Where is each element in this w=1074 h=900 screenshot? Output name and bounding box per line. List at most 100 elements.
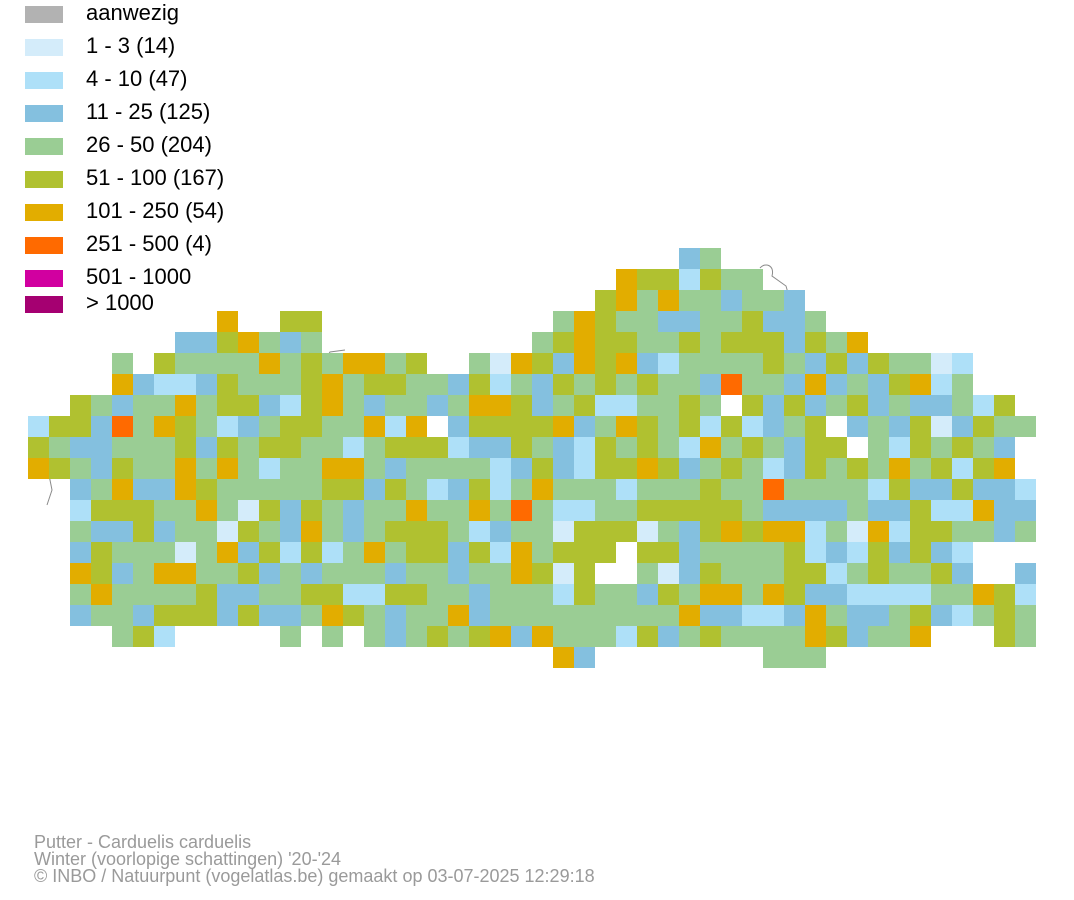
grid-cell bbox=[679, 395, 700, 416]
grid-cell bbox=[826, 395, 847, 416]
grid-cell bbox=[259, 500, 280, 521]
grid-cell bbox=[553, 521, 574, 542]
grid-cell bbox=[238, 332, 259, 353]
grid-cell bbox=[175, 395, 196, 416]
grid-cell bbox=[427, 500, 448, 521]
grid-cell bbox=[952, 605, 973, 626]
grid-cell bbox=[721, 563, 742, 584]
grid-cell bbox=[721, 416, 742, 437]
legend-label: 4 - 10 (47) bbox=[86, 66, 188, 91]
grid-cell bbox=[385, 353, 406, 374]
grid-cell bbox=[364, 542, 385, 563]
grid-cell bbox=[133, 626, 154, 647]
grid-cell bbox=[595, 290, 616, 311]
grid-cell bbox=[70, 521, 91, 542]
grid-cell bbox=[721, 311, 742, 332]
grid-cell bbox=[868, 437, 889, 458]
grid-cell bbox=[616, 500, 637, 521]
grid-cell bbox=[301, 563, 322, 584]
grid-cell bbox=[763, 605, 784, 626]
grid-cell bbox=[973, 479, 994, 500]
grid-cell bbox=[826, 542, 847, 563]
grid-cell bbox=[259, 563, 280, 584]
grid-cell bbox=[154, 479, 175, 500]
grid-cell bbox=[952, 458, 973, 479]
grid-cell bbox=[217, 542, 238, 563]
grid-cell bbox=[196, 605, 217, 626]
grid-cell bbox=[910, 626, 931, 647]
grid-cell bbox=[742, 521, 763, 542]
grid-cell bbox=[595, 332, 616, 353]
grid-cell bbox=[553, 563, 574, 584]
grid-cell bbox=[70, 395, 91, 416]
grid-cell bbox=[931, 374, 952, 395]
grid-cell bbox=[553, 353, 574, 374]
grid-cell bbox=[469, 374, 490, 395]
grid-cell bbox=[91, 458, 112, 479]
grid-cell bbox=[112, 374, 133, 395]
grid-cell bbox=[469, 395, 490, 416]
grid-cell bbox=[721, 605, 742, 626]
grid-cell bbox=[364, 521, 385, 542]
grid-cell bbox=[112, 395, 133, 416]
grid-cell bbox=[763, 626, 784, 647]
grid-cell bbox=[763, 332, 784, 353]
grid-cell bbox=[406, 479, 427, 500]
grid-cell bbox=[931, 521, 952, 542]
grid-cell bbox=[406, 542, 427, 563]
grid-cell bbox=[532, 437, 553, 458]
grid-cell bbox=[154, 437, 175, 458]
grid-cell bbox=[91, 479, 112, 500]
legend-item: 1 - 3 (14) bbox=[25, 33, 285, 66]
grid-cell bbox=[658, 290, 679, 311]
grid-cell bbox=[406, 458, 427, 479]
grid-cell bbox=[553, 374, 574, 395]
legend-item: 4 - 10 (47) bbox=[25, 66, 285, 99]
grid-cell bbox=[616, 269, 637, 290]
grid-cell bbox=[742, 374, 763, 395]
grid-cell bbox=[427, 626, 448, 647]
grid-cell bbox=[217, 458, 238, 479]
grid-cell bbox=[637, 416, 658, 437]
grid-cell bbox=[931, 584, 952, 605]
grid-cell bbox=[616, 290, 637, 311]
grid-cell bbox=[175, 458, 196, 479]
grid-cell bbox=[868, 353, 889, 374]
legend-label: 101 - 250 (54) bbox=[86, 198, 225, 223]
grid-cell bbox=[322, 500, 343, 521]
grid-cell bbox=[763, 542, 784, 563]
grid-cell bbox=[196, 332, 217, 353]
grid-cell bbox=[784, 311, 805, 332]
grid-cell bbox=[574, 563, 595, 584]
grid-cell bbox=[217, 584, 238, 605]
grid-cell bbox=[658, 269, 679, 290]
grid-cell bbox=[763, 521, 784, 542]
grid-cell bbox=[658, 500, 679, 521]
grid-cell bbox=[301, 500, 322, 521]
grid-cell bbox=[784, 584, 805, 605]
grid-cell bbox=[595, 374, 616, 395]
grid-cell bbox=[175, 584, 196, 605]
grid-cell bbox=[259, 479, 280, 500]
grid-cell bbox=[259, 584, 280, 605]
grid-cell bbox=[616, 605, 637, 626]
grid-cell bbox=[343, 584, 364, 605]
grid-cell bbox=[196, 437, 217, 458]
grid-cell bbox=[238, 353, 259, 374]
grid-cell bbox=[427, 521, 448, 542]
grid-cell bbox=[427, 605, 448, 626]
grid-cell bbox=[238, 458, 259, 479]
grid-cell bbox=[553, 542, 574, 563]
legend-label: 251 - 500 (4) bbox=[86, 231, 212, 256]
grid-cell bbox=[511, 374, 532, 395]
grid-cell bbox=[427, 542, 448, 563]
grid-cell bbox=[763, 353, 784, 374]
grid-cell bbox=[931, 458, 952, 479]
grid-cell bbox=[511, 479, 532, 500]
grid-cell bbox=[574, 647, 595, 668]
grid-cell bbox=[763, 437, 784, 458]
grid-cell bbox=[70, 500, 91, 521]
grid-cell bbox=[469, 584, 490, 605]
grid-cell bbox=[742, 605, 763, 626]
grid-cell bbox=[805, 563, 826, 584]
